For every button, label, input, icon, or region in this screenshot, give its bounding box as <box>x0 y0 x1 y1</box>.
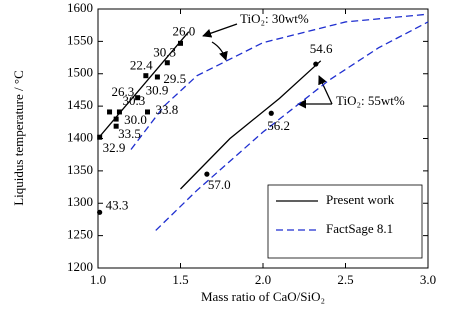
data-point <box>97 209 103 215</box>
y-tick-label: 1550 <box>67 32 93 47</box>
data-point <box>268 110 274 116</box>
point-label: 29.5 <box>163 71 186 86</box>
x-axis-label: Mass ratio of CaO/SiO₂ <box>201 289 325 304</box>
y-tick-label: 1500 <box>67 65 93 80</box>
data-point <box>97 134 103 140</box>
data-point <box>178 40 183 46</box>
arrow <box>318 75 333 105</box>
arrow <box>211 41 228 61</box>
point-label: 33.8 <box>156 102 179 117</box>
point-label: 43.3 <box>106 197 129 212</box>
x-tick-label: 2.5 <box>337 272 353 287</box>
point-label: 30.9 <box>146 83 169 98</box>
data-point <box>154 74 160 80</box>
point-label: 56.2 <box>267 118 290 133</box>
x-tick-label: 1.5 <box>172 272 188 287</box>
y-tick-label: 1600 <box>67 0 93 15</box>
data-point <box>204 171 210 177</box>
series-line <box>97 31 322 190</box>
data-point <box>107 109 113 115</box>
x-tick-label: 2.0 <box>255 272 271 287</box>
series-line <box>130 13 429 231</box>
annotation: TiO₂: 30wt% <box>240 11 309 26</box>
x-tick-label: 3.0 <box>420 272 436 287</box>
y-tick-label: 1300 <box>67 194 93 209</box>
point-label: 26.0 <box>173 23 196 38</box>
point-label: 33.5 <box>118 126 141 141</box>
y-tick-label: 1250 <box>67 227 93 242</box>
data-point <box>145 109 150 115</box>
y-tick-label: 1450 <box>67 97 93 112</box>
data-point <box>143 73 149 79</box>
point-label: 30.3 <box>122 93 145 108</box>
y-tick-label: 1400 <box>67 129 93 144</box>
y-tick-label: 1200 <box>67 259 93 274</box>
point-label: 26.3 <box>112 84 135 99</box>
legend-box <box>267 184 423 259</box>
data-point <box>113 116 119 122</box>
x-tick-label: 1.0 <box>90 272 106 287</box>
data-point <box>164 60 170 66</box>
y-tick-label: 1350 <box>67 162 93 177</box>
arrow <box>202 23 238 38</box>
data-point <box>135 95 141 101</box>
data-point <box>113 123 119 129</box>
legend-label: Present work <box>326 192 395 207</box>
point-label: 32.9 <box>103 140 126 155</box>
data-point <box>116 109 122 115</box>
point-label: 30.3 <box>153 45 176 60</box>
point-label: 22.4 <box>130 58 153 73</box>
legend-label: FactSage 8.1 <box>326 221 393 236</box>
point-label: 30.0 <box>124 112 147 127</box>
point-label: 57.0 <box>208 177 231 192</box>
annotation: TiO₂: 55wt% <box>336 93 405 108</box>
data-point <box>313 61 319 67</box>
y-axis-label: Liquidus temperature / °C <box>11 70 26 206</box>
point-label: 54.6 <box>310 41 333 56</box>
